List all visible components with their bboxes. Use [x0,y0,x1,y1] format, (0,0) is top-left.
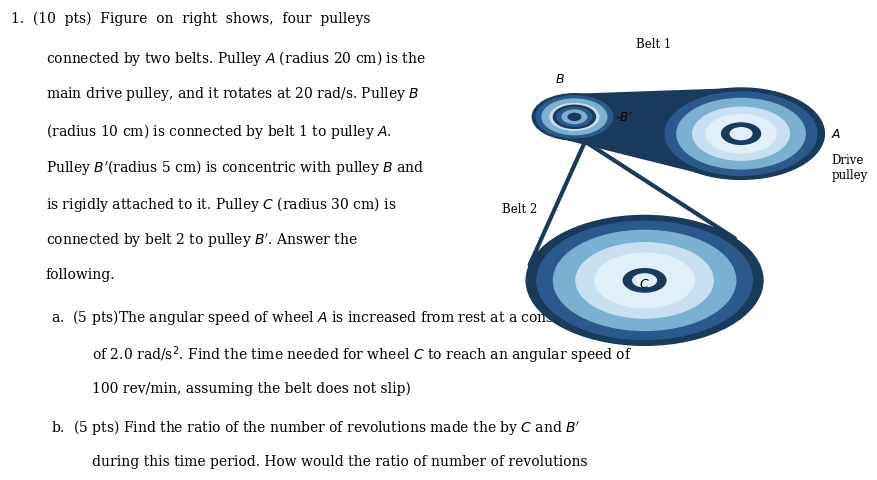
Text: a.  (5 pts)The angular speed of wheel $\mathit{A}$ is increased from rest at a c: a. (5 pts)The angular speed of wheel $\m… [51,308,616,327]
Text: $A$: $A$ [831,128,842,141]
Text: b.  (5 pts) Find the ratio of the number of revolutions made the by $\mathit{C}$: b. (5 pts) Find the ratio of the number … [51,417,581,436]
Circle shape [633,275,656,287]
Text: $C$: $C$ [639,277,650,291]
Text: $-B'$: $-B'$ [610,110,632,125]
Text: during this time period. How would the ratio of number of revolutions: during this time period. How would the r… [92,454,588,468]
Circle shape [526,216,763,346]
Polygon shape [557,89,736,176]
Text: connected by two belts. Pulley $\mathit{A}$ (radius 20 cm) is the: connected by two belts. Pulley $\mathit{… [46,48,425,68]
Circle shape [731,129,752,140]
Text: 100 rev/min, assuming the belt does not slip): 100 rev/min, assuming the belt does not … [92,381,411,395]
Circle shape [693,108,789,161]
Circle shape [595,253,695,308]
Circle shape [568,114,581,121]
Circle shape [677,99,805,169]
Text: (radius 10 cm) is connected by belt 1 to pulley $\mathit{A}$.: (radius 10 cm) is connected by belt 1 to… [46,121,391,141]
Text: main drive pulley, and it rotates at 20 rad/s. Pulley $\mathit{B}$: main drive pulley, and it rotates at 20 … [46,85,419,103]
Circle shape [658,89,824,180]
Circle shape [576,243,713,318]
Text: is rigidly attached to it. Pulley $\mathit{C}$ (radius 30 cm) is: is rigidly attached to it. Pulley $\math… [46,194,396,214]
Circle shape [562,111,587,124]
Circle shape [722,124,760,145]
Circle shape [624,269,666,292]
Circle shape [557,108,592,127]
Text: of 2.0 rad/s$^2$. Find the time needed for wheel $\mathit{C}$ to reach an angula: of 2.0 rad/s$^2$. Find the time needed f… [92,344,632,366]
Circle shape [550,104,599,131]
Circle shape [553,106,595,129]
Circle shape [557,108,592,127]
Circle shape [542,100,607,135]
Circle shape [532,95,617,141]
Text: Drive
pulley: Drive pulley [831,154,867,182]
Text: Belt 1: Belt 1 [636,37,671,50]
Text: following.: following. [46,267,115,281]
Text: $B$: $B$ [554,72,565,85]
Circle shape [567,113,582,122]
Text: Belt 2: Belt 2 [503,202,538,216]
Text: connected by belt 2 to pulley $\mathit{B'}$. Answer the: connected by belt 2 to pulley $\mathit{B… [46,231,358,249]
Circle shape [536,96,613,139]
Circle shape [560,110,588,125]
Text: 1.  (10  pts)  Figure  on  right  shows,  four  pulleys: 1. (10 pts) Figure on right shows, four … [11,12,370,26]
Circle shape [553,231,736,331]
Circle shape [537,222,752,340]
Circle shape [666,93,816,176]
Circle shape [706,115,776,154]
Text: Pulley $\mathit{B'}$(radius 5 cm) is concentric with pulley $\mathit{B}$ and: Pulley $\mathit{B'}$(radius 5 cm) is con… [46,158,424,177]
